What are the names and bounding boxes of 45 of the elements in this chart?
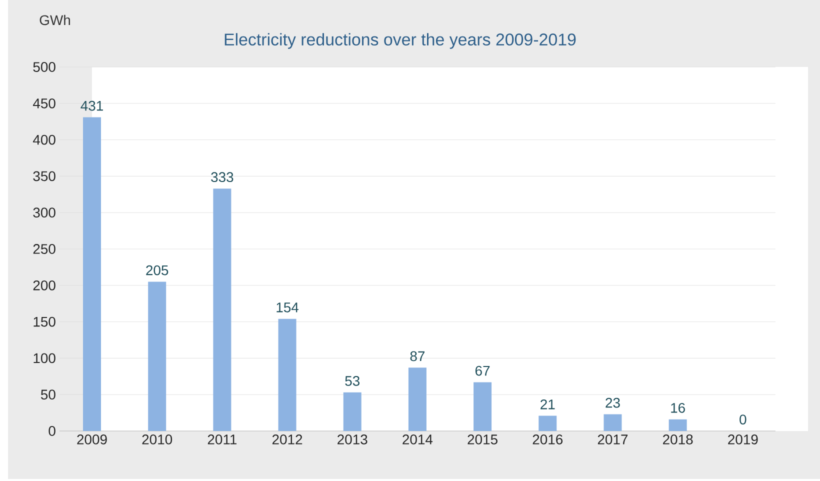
x-tick-label: 2011 [208, 434, 236, 444]
x-tick-label: 2010 [142, 434, 172, 444]
x-tick-label: 2018 [663, 434, 693, 444]
bar [538, 416, 557, 431]
data-label: 154 [276, 302, 298, 312]
data-label: 53 [345, 376, 360, 386]
bar [474, 382, 492, 431]
x-tick-label: 2012 [272, 434, 302, 444]
data-label: 333 [211, 172, 234, 182]
y-tick-label: 100 [34, 353, 56, 364]
bar [278, 318, 296, 431]
y-tick-label: 50 [40, 390, 56, 400]
y-tick-label: 150 [34, 316, 56, 327]
bar [668, 419, 687, 431]
y-tick-label: 250 [33, 244, 56, 254]
bar [408, 368, 426, 431]
bar [148, 282, 166, 431]
data-label: 87 [410, 351, 425, 362]
y-tick-label: 300 [33, 208, 56, 218]
y-tick-label: 450 [32, 98, 56, 108]
y-tick-label: 200 [33, 280, 56, 290]
data-label: 21 [540, 399, 555, 410]
y-tick-label: 400 [32, 134, 56, 145]
data-label: 23 [606, 398, 620, 408]
x-tick-label: 2019 [728, 434, 758, 444]
x-tick-label: 2015 [468, 434, 498, 444]
x-tick-label: 2017 [598, 434, 628, 444]
y-axis-title: GWh [40, 14, 70, 26]
data-label: 205 [146, 265, 168, 276]
y-tick-label: 350 [33, 171, 56, 182]
chart-title: Electricity reductions over the years 2009-2019 [224, 33, 576, 49]
bar [604, 414, 622, 431]
data-label: 16 [671, 402, 685, 413]
y-tick-label: 500 [33, 62, 56, 72]
data-label: 431 [80, 100, 103, 111]
x-tick-label: 2014 [402, 434, 433, 444]
y-tick-label: 0 [48, 426, 56, 436]
data-label: 0 [740, 414, 746, 424]
data-label: 67 [475, 366, 490, 376]
bar [213, 188, 232, 431]
x-tick-label: 2016 [532, 434, 563, 444]
x-tick-label: 2013 [338, 434, 368, 444]
bar [343, 392, 362, 431]
x-tick-label: 2009 [77, 434, 107, 444]
bar [83, 117, 101, 431]
